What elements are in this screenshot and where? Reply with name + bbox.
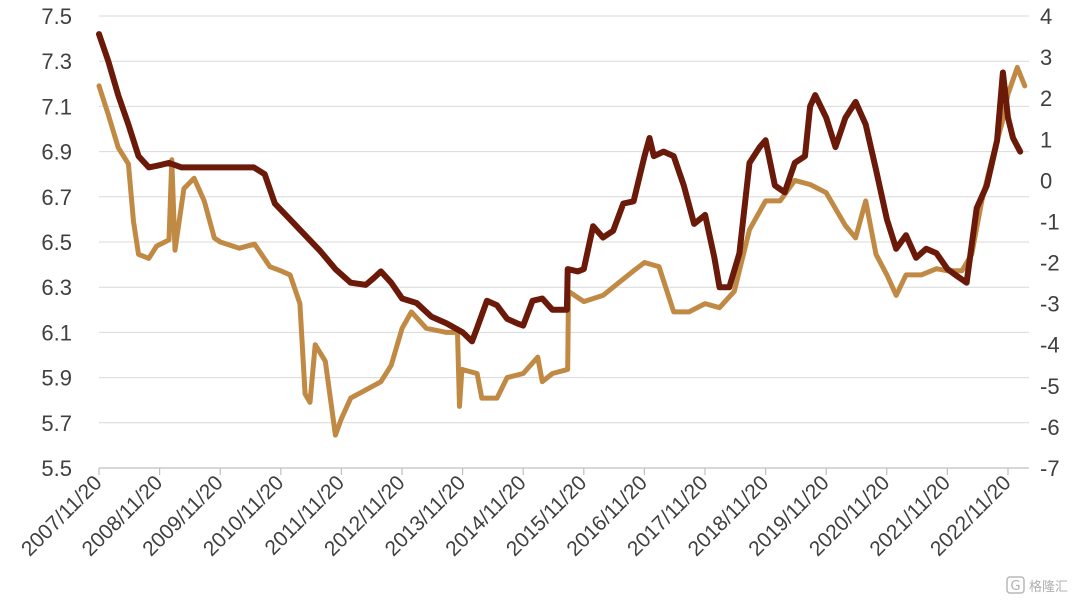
y-right-tick-label: -7 <box>1040 456 1060 481</box>
watermark: G 格隆汇 <box>1006 576 1068 595</box>
y-right-tick-label: -1 <box>1040 209 1060 234</box>
y-left-tick-label: 7.3 <box>41 49 72 74</box>
y-right-tick-label: -4 <box>1040 333 1060 358</box>
y-right-tick-label: 3 <box>1040 45 1052 70</box>
series-line-right-axis <box>96 64 1028 438</box>
y-left-tick-label: 6.9 <box>41 140 72 165</box>
y-left-tick-label: 6.3 <box>41 275 72 300</box>
y-left-tick-label: 7.5 <box>41 4 72 29</box>
y-right-tick-label: 0 <box>1040 168 1052 193</box>
y-left-tick-label: 5.7 <box>41 411 72 436</box>
y-right-tick-label: 1 <box>1040 127 1052 152</box>
y-left-tick-label: 7.1 <box>41 94 72 119</box>
y-right-tick-label: -3 <box>1040 292 1060 317</box>
y-right-tick-label: 4 <box>1040 4 1052 29</box>
y-right-tick-label: -5 <box>1040 374 1060 399</box>
x-axis: 2007/11/202008/11/202009/11/202010/11/20… <box>17 467 1029 561</box>
gridlines <box>99 15 1029 469</box>
watermark-logo-icon <box>1006 576 1025 594</box>
watermark-text: 格隆汇 <box>1029 579 1068 595</box>
y-right-tick-label: -2 <box>1040 251 1060 276</box>
series-group <box>96 31 1028 438</box>
y-left-tick-label: 6.5 <box>41 230 72 255</box>
series-line-left-axis <box>96 31 1024 345</box>
y-right-tick-label: -6 <box>1040 415 1060 440</box>
y-left-tick-label: 5.5 <box>41 456 72 481</box>
y-right-tick-label: 2 <box>1040 86 1052 111</box>
y-axis-left: 7.5 7.3 7.1 6.9 6.7 6.5 6.3 6.1 5.9 5.7 5.5 <box>41 4 72 481</box>
y-left-tick-label: 5.9 <box>41 366 72 391</box>
y-left-tick-label: 6.1 <box>41 320 72 345</box>
y-left-tick-label: 6.7 <box>41 185 72 210</box>
watermark-logo-glyph: G <box>1010 579 1020 594</box>
y-axis-right: 4 3 2 1 0 -1 -2 -3 -4 -5 -6 -7 <box>1040 4 1060 481</box>
